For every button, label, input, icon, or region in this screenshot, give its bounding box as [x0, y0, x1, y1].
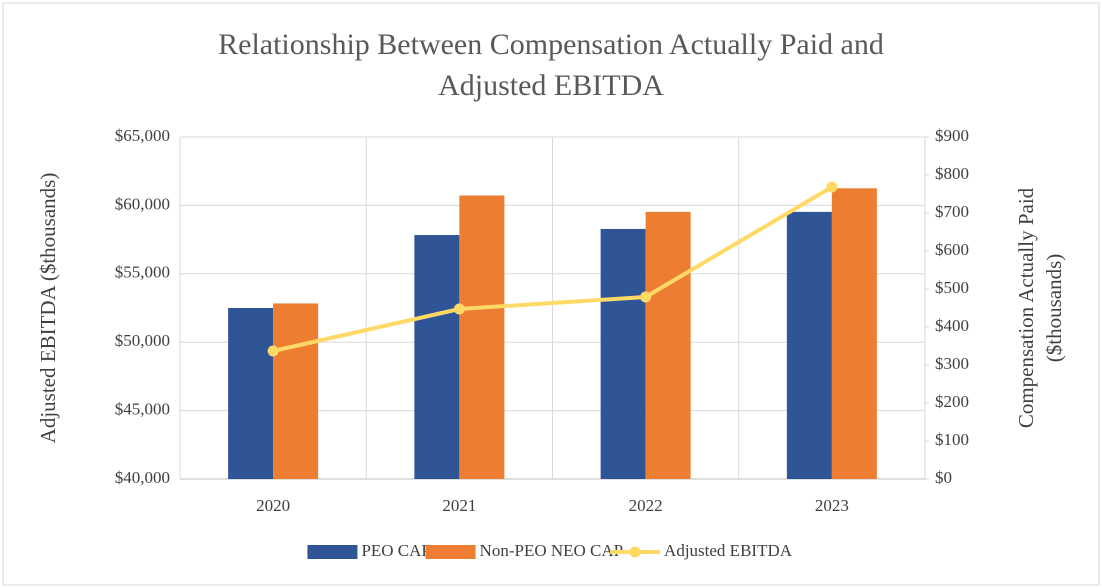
chart-title: Relationship Between Compensation Actual… — [218, 28, 884, 61]
y-axis-title: Adjusted EBITDA ($thousands) — [36, 173, 60, 444]
y2-tick-label: $700 — [935, 202, 969, 221]
bar — [459, 195, 505, 479]
y2-tick-label: $500 — [935, 278, 969, 297]
x-tick-label: 2020 — [256, 496, 290, 515]
x-tick-label: 2023 — [815, 496, 849, 515]
line-marker — [826, 181, 838, 193]
y-tick-label: $45,000 — [115, 400, 170, 419]
bar — [645, 211, 691, 480]
bar — [831, 188, 877, 480]
legend-swatch — [307, 545, 358, 559]
chart-title: Adjusted EBITDA — [438, 69, 664, 102]
y2-axis-title: Compensation Actually Paid — [1014, 187, 1038, 428]
y-tick-label: $65,000 — [115, 126, 170, 145]
y-tick-label: $55,000 — [115, 263, 170, 282]
line-marker — [453, 303, 465, 315]
y2-tick-label: $900 — [935, 126, 969, 145]
legend-swatch — [629, 546, 641, 558]
bar — [228, 308, 274, 479]
y2-tick-label: $200 — [935, 392, 969, 411]
legend-label: PEO CAP — [361, 541, 430, 560]
y2-tick-label: $0 — [935, 468, 952, 487]
legend-swatch — [425, 545, 476, 559]
bar — [786, 211, 832, 480]
y2-tick-label: $600 — [935, 240, 969, 259]
line-marker — [640, 291, 652, 303]
legend-label: Non-PEO NEO CAP — [480, 541, 624, 560]
y2-tick-label: $400 — [935, 316, 969, 335]
y-tick-label: $50,000 — [115, 331, 170, 350]
y-tick-label: $60,000 — [115, 194, 170, 213]
y2-tick-label: $300 — [935, 354, 969, 373]
y2-axis-title: ($thousands) — [1042, 254, 1066, 363]
bar — [600, 228, 646, 479]
y2-tick-label: $100 — [935, 430, 969, 449]
bar — [273, 303, 319, 479]
legend-label: Adjusted EBITDA — [664, 541, 793, 560]
line — [272, 185, 833, 353]
line-marker — [267, 345, 279, 357]
y-tick-label: $40,000 — [115, 468, 170, 487]
x-tick-label: 2021 — [442, 496, 476, 515]
bar — [414, 235, 460, 479]
y2-tick-label: $800 — [935, 164, 969, 183]
x-tick-label: 2022 — [629, 496, 663, 515]
